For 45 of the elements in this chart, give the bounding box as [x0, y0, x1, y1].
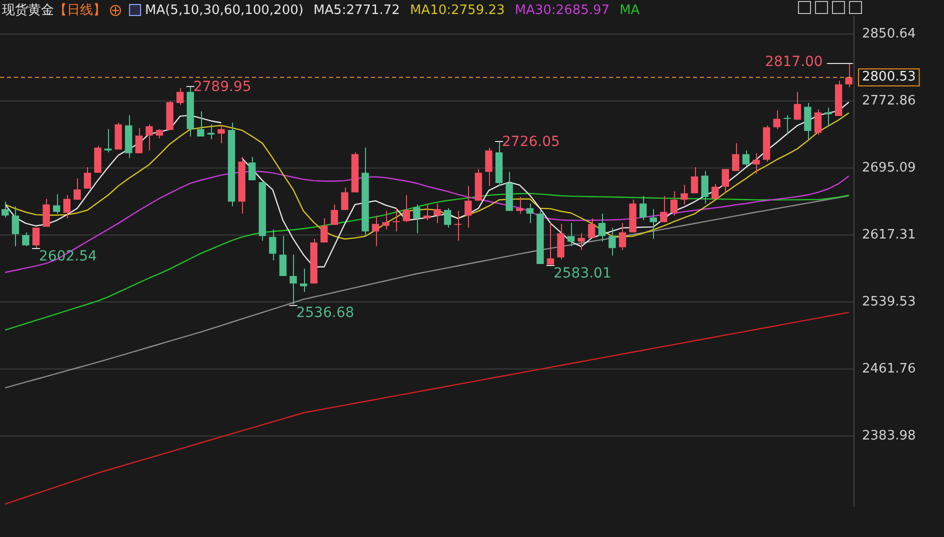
- candlestick: [629, 199, 636, 233]
- y-tick-label: 2617.31: [862, 227, 916, 242]
- candlestick: [516, 196, 524, 214]
- candlestick: [290, 254, 297, 306]
- candlestick: [485, 147, 492, 186]
- candlestick: [42, 198, 50, 228]
- candlestick: [506, 171, 513, 212]
- candlestick: [557, 223, 564, 260]
- candlestick: [310, 238, 318, 284]
- y-tick-label: 2772.86: [862, 94, 916, 109]
- y-tick-label: 2695.09: [862, 160, 916, 176]
- chart-title: 现货黄金: [2, 2, 54, 19]
- annotation: 2583.01: [553, 265, 612, 282]
- ref-line-label: 2800.53: [862, 70, 916, 85]
- candlestick: [114, 122, 122, 150]
- candlestick: [804, 102, 812, 140]
- y-tick-label: 2461.76: [862, 361, 916, 376]
- text: MA5:2771.72: [313, 2, 400, 18]
- candlestick: [423, 204, 431, 221]
- annotation: 2789.95: [193, 79, 252, 96]
- annotation: 2726.05: [502, 134, 560, 150]
- chart-subtitle: 【日线】: [54, 2, 106, 19]
- candlestick: [434, 203, 441, 224]
- candlestick: [536, 210, 544, 264]
- candlestick: [701, 170, 708, 204]
- candlestick: [413, 204, 420, 234]
- text: MA30:2685.97: [514, 2, 610, 18]
- y-tick-label: 2850.64: [862, 26, 916, 42]
- candlestick: [166, 100, 174, 130]
- candlestick: [608, 227, 616, 256]
- annotation: 2817.00: [764, 54, 823, 70]
- annotation: MA(5,10,30,60,100,200): [145, 2, 304, 18]
- annotation: 2536.68: [296, 305, 354, 322]
- candlestick: [22, 232, 30, 247]
- text: MA10:2759.23: [410, 2, 505, 18]
- text: MA: [620, 2, 640, 18]
- y-tick-label: 2539.53: [862, 294, 916, 310]
- candlestick: [362, 147, 369, 238]
- candlestick: [300, 268, 308, 292]
- candlestick: [94, 145, 102, 174]
- candlestick: [382, 210, 390, 230]
- candlestick: [732, 142, 740, 172]
- candlestick: [464, 185, 472, 228]
- candlestick: [238, 156, 246, 214]
- y-tick-label: 2383.98: [862, 428, 916, 444]
